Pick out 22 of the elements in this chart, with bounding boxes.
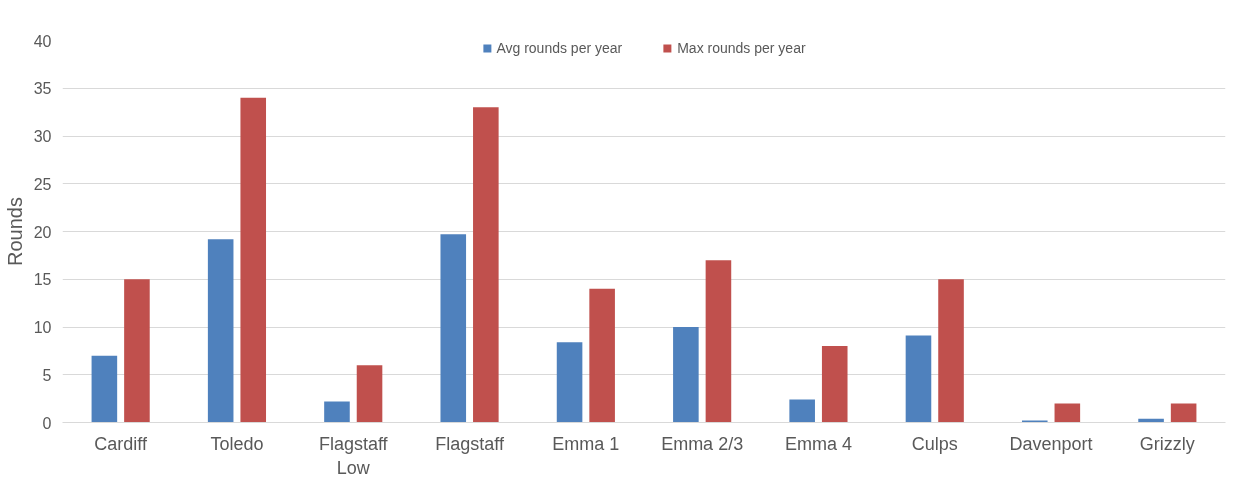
x-tick-label: Culps xyxy=(911,433,958,454)
legend-label: Max rounds per year xyxy=(677,40,806,56)
y-axis-title: Rounds xyxy=(3,197,26,266)
x-tick-label: Emma 4 xyxy=(784,433,852,454)
y-tick-label: 15 xyxy=(33,271,52,289)
y-tick-label: 25 xyxy=(33,175,52,193)
x-tick-label: Flagstaff Low xyxy=(318,433,389,478)
y-tick-label: 10 xyxy=(33,319,52,336)
y-tick-label: 40 xyxy=(33,32,52,50)
x-tick-label: Emma 1 xyxy=(552,433,620,454)
y-tick-label: 35 xyxy=(33,80,52,98)
legend-label: Avg rounds per year xyxy=(496,40,623,56)
y-tick-label: 30 xyxy=(33,128,52,145)
y-tick-label: 20 xyxy=(33,223,52,241)
x-tick-label: Flagstaff xyxy=(435,433,505,454)
x-tick-label: Toledo xyxy=(210,433,264,454)
x-tick-label: Davenport xyxy=(1009,433,1093,454)
y-tick-label: 5 xyxy=(42,366,52,384)
y-tick-label: 0 xyxy=(42,414,52,432)
x-tick-label: Grizzly xyxy=(1139,433,1195,454)
x-tick-label: Emma 2/3 xyxy=(661,433,744,454)
x-tick-label: Cardiff xyxy=(94,433,148,454)
